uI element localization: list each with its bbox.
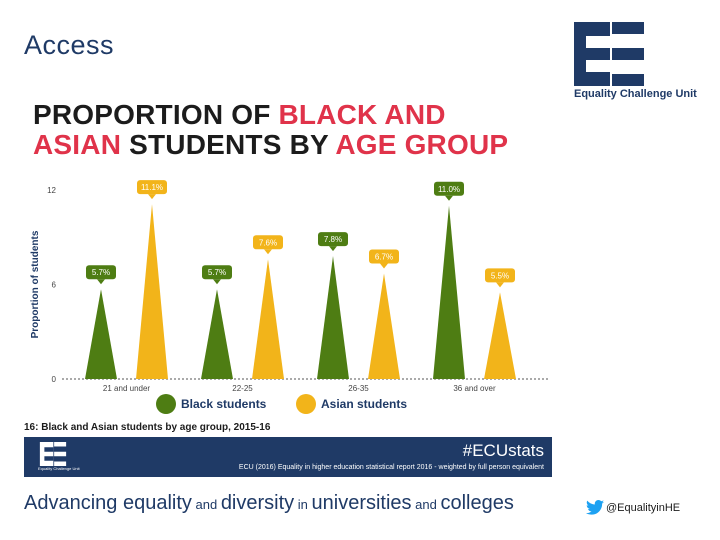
tagline: Advancing equality and diversity in univ… bbox=[24, 492, 514, 515]
data-label-box bbox=[369, 249, 399, 264]
legend-label: Asian students bbox=[321, 397, 407, 411]
data-label-box bbox=[86, 265, 116, 280]
data-label: 5.7% bbox=[92, 268, 110, 277]
data-label-box bbox=[485, 268, 515, 283]
data-label-pointer bbox=[380, 263, 388, 269]
data-label: 5.7% bbox=[208, 268, 226, 277]
x-tick-label: 36 and over bbox=[453, 384, 496, 393]
data-label-pointer bbox=[264, 249, 272, 255]
data-spike bbox=[85, 289, 117, 379]
tagline-connector: and bbox=[191, 497, 221, 512]
data-label-pointer bbox=[496, 282, 504, 288]
y-tick-label: 0 bbox=[52, 375, 57, 384]
data-label-box bbox=[253, 235, 283, 250]
x-tick-label: 21 and under bbox=[103, 384, 150, 393]
heading-part: BLACK AND bbox=[278, 99, 446, 130]
stats-banner: Equality Challenge Unit #ECUstats ECU (2… bbox=[24, 437, 552, 477]
data-label: 7.8% bbox=[324, 235, 342, 244]
data-spike bbox=[201, 289, 233, 379]
twitter-handle[interactable]: @EqualityinHE bbox=[606, 502, 681, 514]
heading-part: PROPORTION OF bbox=[33, 99, 279, 130]
data-spike bbox=[252, 259, 284, 379]
x-tick-label: 26-35 bbox=[348, 384, 369, 393]
ecu-logo-icon bbox=[574, 22, 644, 86]
legend-swatch bbox=[156, 394, 176, 414]
legend-swatch bbox=[296, 394, 316, 414]
banner-logo-text: Equality Challenge Unit bbox=[38, 466, 80, 471]
tagline-word: colleges bbox=[440, 492, 514, 514]
data-label: 5.5% bbox=[491, 271, 509, 280]
data-label-pointer bbox=[445, 195, 453, 201]
y-tick-label: 12 bbox=[47, 186, 56, 195]
banner-hashtag: #ECUstats bbox=[462, 441, 544, 460]
data-label-pointer bbox=[97, 279, 105, 285]
banner-credit: ECU (2016) Equality in higher education … bbox=[238, 464, 544, 471]
data-label-box bbox=[318, 232, 348, 247]
tagline-connector: and bbox=[411, 497, 441, 512]
ecu-logo: Equality Challenge Unit bbox=[574, 22, 704, 106]
data-label-box bbox=[137, 180, 167, 195]
y-axis-label: Proportion of students bbox=[30, 230, 41, 338]
data-label-box bbox=[202, 265, 232, 280]
data-spike bbox=[433, 205, 465, 379]
chart-caption: 16: Black and Asian students by age grou… bbox=[24, 422, 271, 433]
data-label-pointer bbox=[213, 279, 221, 285]
data-label: 7.6% bbox=[259, 238, 277, 247]
data-label-box bbox=[434, 181, 464, 196]
data-label-pointer bbox=[148, 194, 156, 200]
data-spike bbox=[484, 292, 516, 379]
heading-part: ASIAN bbox=[33, 129, 122, 160]
data-label: 11.1% bbox=[141, 183, 163, 192]
age-group-chart: 0 6 12 Proportion of students 5.7% 11.1% 21 an… bbox=[24, 176, 554, 421]
logo-text: Equality Challenge Unit bbox=[574, 88, 697, 100]
tagline-connector: in bbox=[294, 497, 312, 512]
chart-heading: PROPORTION OF BLACK AND ASIAN STUDENTS B… bbox=[33, 100, 508, 160]
y-tick-label: 6 bbox=[52, 281, 57, 290]
heading-part: AGE GROUP bbox=[335, 129, 509, 160]
page-title: Access bbox=[24, 30, 115, 60]
data-spike bbox=[317, 256, 349, 379]
twitter-bird-icon bbox=[586, 500, 604, 515]
tagline-word: diversity bbox=[220, 492, 295, 514]
heading-part: STUDENTS BY bbox=[121, 129, 336, 160]
tagline-word: universities bbox=[311, 492, 412, 514]
data-spike bbox=[368, 273, 400, 379]
legend-label: Black students bbox=[181, 397, 267, 411]
data-label: 11.0% bbox=[438, 185, 460, 194]
data-label-pointer bbox=[329, 246, 337, 252]
tagline-word: Advancing equality bbox=[24, 492, 192, 514]
ecu-logo-icon bbox=[39, 442, 67, 466]
data-label: 6.7% bbox=[375, 252, 393, 261]
x-tick-label: 22-25 bbox=[232, 384, 253, 393]
data-spike bbox=[136, 204, 168, 379]
chart-svg: 0 6 12 Proportion of students 5.7% 11.1% 21 an… bbox=[30, 180, 549, 414]
